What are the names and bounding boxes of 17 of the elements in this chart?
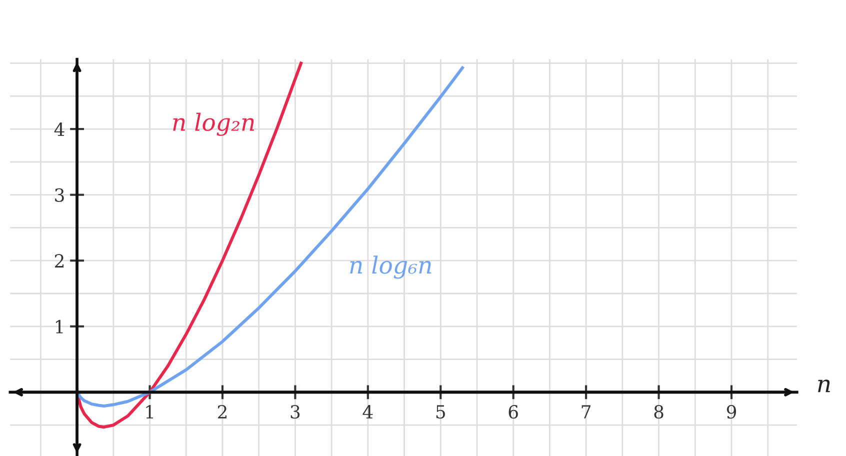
x-tick-label: 5 [436, 405, 445, 419]
x-tick-label: 6 [508, 405, 518, 419]
series-label: n log₂n [173, 112, 254, 136]
x-tick-label: 4 [362, 405, 373, 418]
y-tick-label: 4 [54, 122, 64, 136]
x-tick-label: 9 [726, 405, 736, 419]
series-label: n log₆n [350, 256, 432, 279]
x-axis-title: n [818, 380, 830, 392]
x-tick-label: 3 [290, 405, 300, 419]
x-tick-label: 2 [218, 405, 226, 418]
y-tick-label: 1 [56, 320, 63, 334]
x-tick-label: 8 [654, 405, 664, 419]
y-tick-label: 2 [54, 254, 64, 268]
line-series [76, 62, 303, 429]
x-tick-label: 1 [146, 405, 153, 418]
x-tick-label: 7 [582, 405, 590, 418]
y-tick-label: 3 [55, 188, 64, 202]
